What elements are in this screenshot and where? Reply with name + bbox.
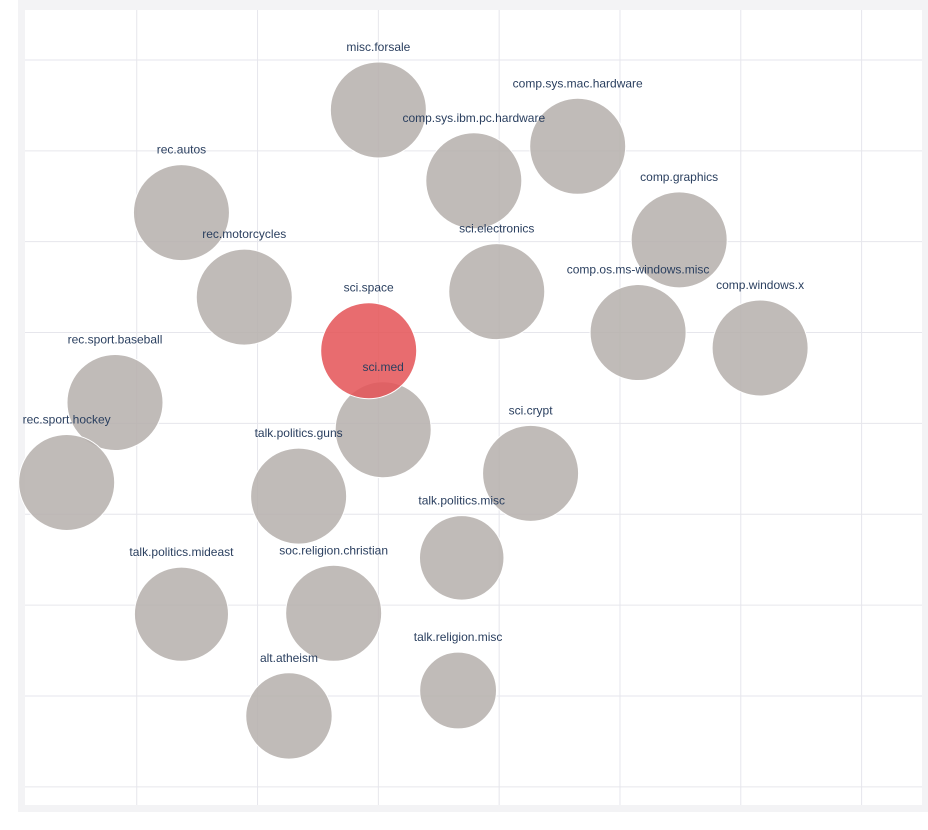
topic-marker-talk-politics-mideast[interactable] (133, 566, 229, 662)
topic-label-comp-sys-ibm-pc-hardware: comp.sys.ibm.pc.hardware (402, 111, 545, 125)
topic-marker-talk-religion-misc[interactable] (419, 651, 497, 730)
topic-label-comp-sys-mac-hardware: comp.sys.mac.hardware (513, 76, 643, 90)
topic-label-sci-med: sci.med (363, 360, 404, 374)
topic-label-talk-politics-mideast: talk.politics.mideast (129, 545, 234, 559)
topic-marker-comp-sys-mac-hardware[interactable] (529, 97, 627, 195)
topic-marker-alt-atheism[interactable] (245, 672, 333, 760)
topic-label-rec-sport-baseball: rec.sport.baseball (68, 333, 163, 347)
topic-marker-talk-politics-misc[interactable] (418, 515, 505, 601)
labels: misc.forsale comp.sys.mac.hardware comp.sy… (23, 40, 804, 665)
topic-marker-rec-sport-hockey[interactable] (18, 433, 116, 531)
topic-label-talk-religion-misc: talk.religion.misc (414, 630, 503, 644)
topic-label-talk-politics-guns: talk.politics.guns (255, 426, 343, 440)
topic-label-talk-politics-misc: talk.politics.misc (418, 494, 505, 508)
topic-label-sci-space: sci.space (344, 281, 394, 295)
topic-label-rec-autos: rec.autos (157, 143, 206, 157)
topic-label-sci-electronics: sci.electronics (459, 222, 534, 236)
topic-marker-sci-space[interactable] (320, 302, 418, 400)
topic-label-sci-crypt: sci.crypt (509, 403, 554, 417)
topic-label-rec-sport-hockey: rec.sport.hockey (23, 412, 111, 426)
topic-marker-talk-politics-guns[interactable] (250, 447, 348, 545)
topic-marker-sci-electronics[interactable] (448, 243, 546, 341)
topic-marker-sci-crypt[interactable] (482, 424, 580, 522)
topic-label-rec-motorcycles: rec.motorcycles (202, 227, 286, 241)
topic-label-comp-graphics: comp.graphics (640, 170, 718, 184)
topic-label-soc-religion-christian: soc.religion.christian (279, 543, 388, 557)
topic-marker-misc-forsale[interactable] (329, 61, 427, 159)
topic-label-comp-windows-x: comp.windows.x (716, 278, 804, 292)
topic-label-misc-forsale: misc.forsale (346, 40, 410, 54)
topic-marker-comp-windows-x[interactable] (711, 299, 809, 397)
topic-marker-rec-motorcycles[interactable] (195, 248, 293, 346)
topic-label-comp-os-ms-windows-misc: comp.os.ms-windows.misc (567, 263, 710, 277)
topic-marker-comp-os-ms-windows-misc[interactable] (589, 284, 687, 382)
markers (18, 61, 809, 760)
topic-marker-comp-graphics[interactable] (630, 191, 728, 289)
topic-marker-rec-autos[interactable] (132, 164, 230, 262)
topic-label-alt-atheism: alt.atheism (260, 651, 318, 665)
topic-marker-comp-sys-ibm-pc-hardware[interactable] (425, 132, 523, 230)
topic-marker-rec-sport-baseball[interactable] (66, 354, 164, 452)
topic-marker-soc-religion-christian[interactable] (285, 564, 383, 662)
